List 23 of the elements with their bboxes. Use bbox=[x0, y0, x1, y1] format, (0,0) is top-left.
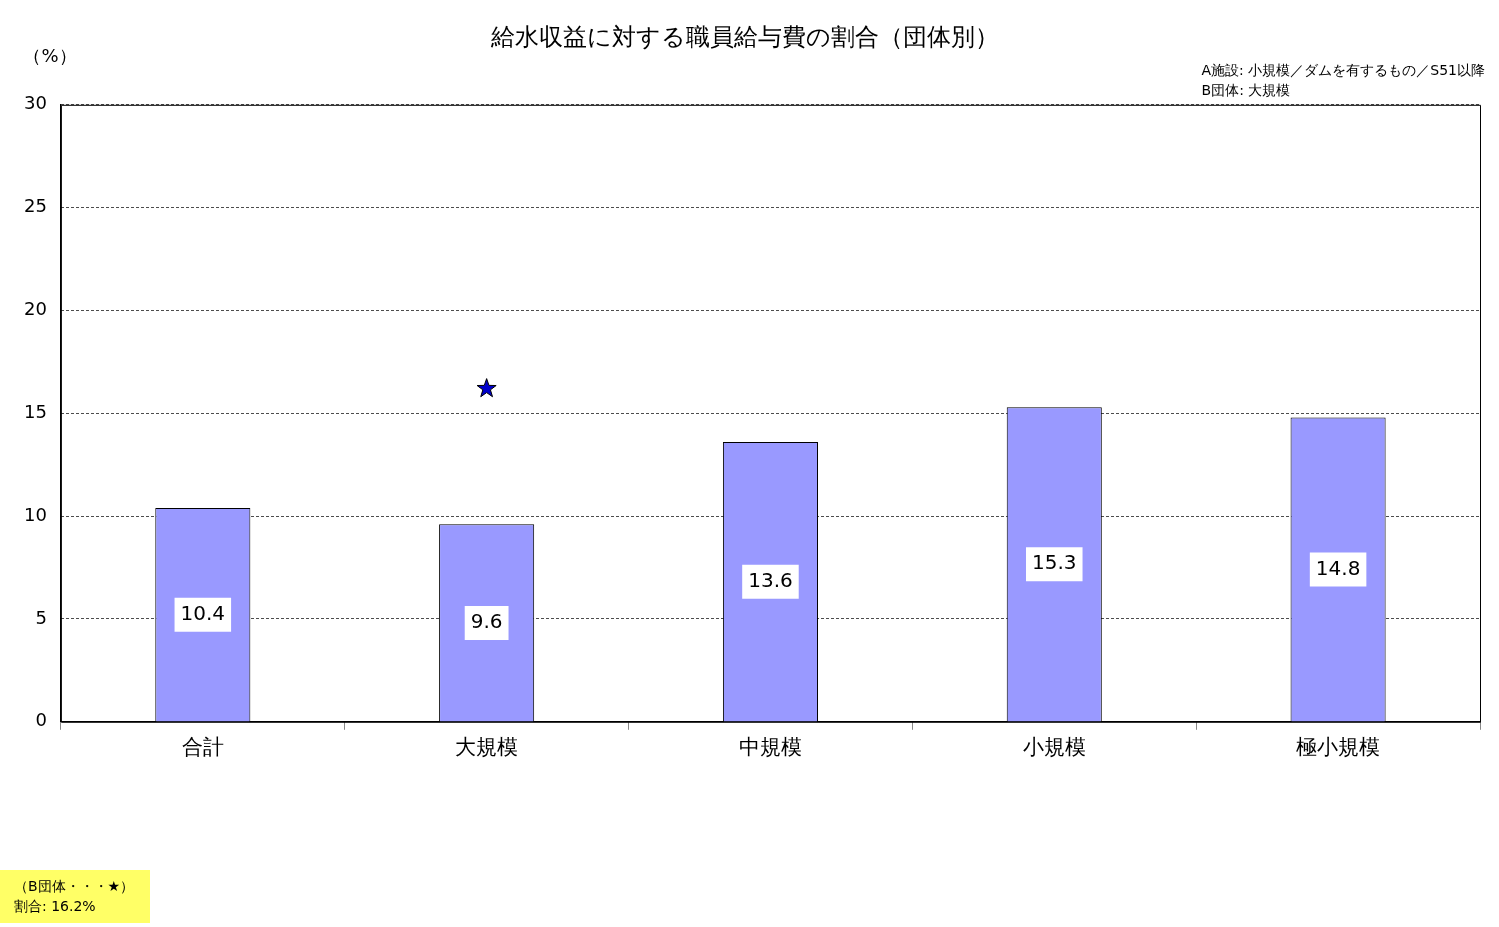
text: （B団体・・・★） bbox=[14, 877, 136, 896]
data-label: 14.8 bbox=[1315, 555, 1361, 580]
y-tick-label: 5 bbox=[35, 606, 47, 628]
data-label: 10.4 bbox=[180, 600, 226, 625]
y-tick-label: 0 bbox=[35, 709, 47, 731]
text: 割合: 16.2% bbox=[14, 897, 97, 916]
data-label: 9.6 bbox=[470, 609, 503, 634]
y-tick-label: 20 bbox=[24, 298, 47, 320]
x-tick-label: 極小規模 bbox=[1296, 734, 1381, 759]
y-tick-label: 25 bbox=[24, 195, 47, 217]
y-tick-label: 30 bbox=[24, 92, 47, 114]
text: B団体: 大規模 bbox=[1201, 81, 1292, 100]
data-label: 13.6 bbox=[748, 567, 793, 592]
y-tick-label: 15 bbox=[24, 400, 47, 422]
x-tick-label: 小規模 bbox=[1022, 734, 1086, 759]
data-label: 15.3 bbox=[1032, 550, 1077, 575]
chart-title: 給水収益に対する職員給与費の割合（団体別） bbox=[490, 22, 999, 51]
text: A施設: 小規模／ダムを有するもの／S51以降 bbox=[1201, 61, 1485, 80]
x-tick-label: 中規模 bbox=[738, 734, 802, 759]
x-tick-label: 大規模 bbox=[455, 734, 519, 759]
y-axis-title: （%） bbox=[23, 44, 77, 66]
x-tick-label: 合計 bbox=[181, 734, 224, 759]
y-tick-label: 10 bbox=[24, 503, 47, 525]
